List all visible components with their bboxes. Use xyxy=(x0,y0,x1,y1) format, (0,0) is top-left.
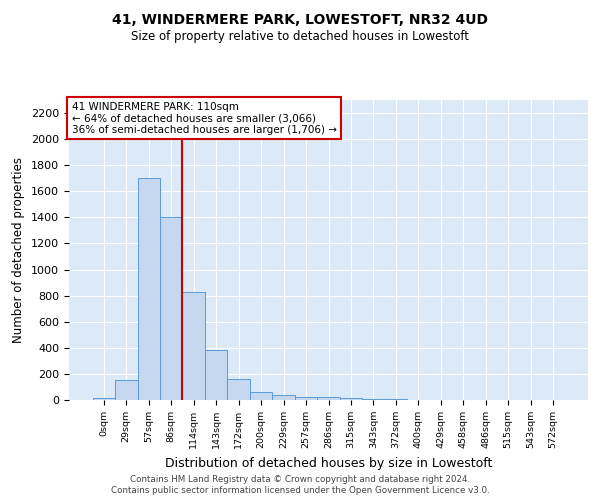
Bar xyxy=(137,178,160,400)
Bar xyxy=(340,398,362,400)
Text: 41 WINDERMERE PARK: 110sqm
← 64% of detached houses are smaller (3,066)
36% of s: 41 WINDERMERE PARK: 110sqm ← 64% of deta… xyxy=(71,102,337,134)
Bar xyxy=(362,398,385,400)
X-axis label: Distribution of detached houses by size in Lowestoft: Distribution of detached houses by size … xyxy=(165,456,492,469)
Bar xyxy=(205,350,227,400)
Bar xyxy=(272,396,295,400)
Bar xyxy=(227,379,250,400)
Bar xyxy=(295,396,317,400)
Y-axis label: Number of detached properties: Number of detached properties xyxy=(13,157,25,343)
Bar xyxy=(115,380,137,400)
Bar xyxy=(160,218,182,400)
Text: Contains public sector information licensed under the Open Government Licence v3: Contains public sector information licen… xyxy=(110,486,490,495)
Bar xyxy=(317,398,340,400)
Text: Size of property relative to detached houses in Lowestoft: Size of property relative to detached ho… xyxy=(131,30,469,43)
Text: Contains HM Land Registry data © Crown copyright and database right 2024.: Contains HM Land Registry data © Crown c… xyxy=(130,475,470,484)
Text: 41, WINDERMERE PARK, LOWESTOFT, NR32 4UD: 41, WINDERMERE PARK, LOWESTOFT, NR32 4UD xyxy=(112,12,488,26)
Bar xyxy=(182,292,205,400)
Bar xyxy=(250,392,272,400)
Bar xyxy=(92,398,115,400)
